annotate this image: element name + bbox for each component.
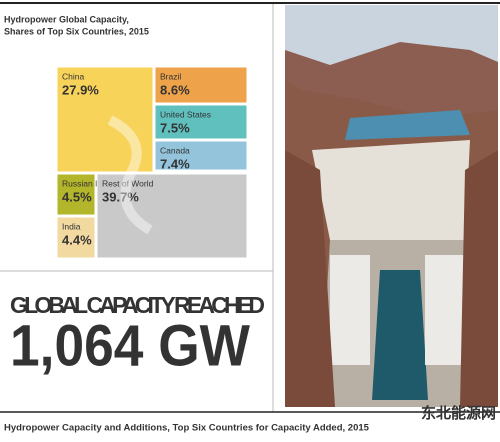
treemap-cell [56,173,96,216]
footer: Hydropower Capacity and Additions, Top S… [4,423,370,434]
treemap-cell [56,66,154,173]
cell-value: 4.4% [62,232,92,247]
cell-value: 4.5% [62,189,92,204]
cell-value: 39.7% [102,189,139,204]
treemap-cell [96,173,248,259]
headline: GLOBAL CAPACITY REACHED [10,292,265,318]
cell-label: United States [160,109,211,119]
cell-value: 7.4% [160,156,190,171]
cell-label: Brazil [160,71,181,81]
chart-subtitle: Shares of Top Six Countries, 2015 [4,26,149,36]
chart-title: Hydropower Global Capacity, [4,14,129,24]
decoration [107,115,153,235]
cell-label: Rest of World [102,178,154,188]
cell-label: Canada [160,145,190,155]
treemap-cell [154,140,248,171]
treemap-cell [154,66,248,104]
cell-value: 8.6% [160,82,190,97]
cell-label: Russian Federat. [62,178,127,188]
treemap-cell [56,216,96,259]
photo [285,5,498,407]
cell-label: China [62,71,84,81]
big-number: 1,064 GW [10,313,250,378]
cell-label: India [62,221,81,231]
treemap-cell [154,104,248,140]
watermark: 东北能源网 [421,404,496,422]
cell-value: 7.5% [160,120,190,135]
cell-value: 27.9% [62,82,99,97]
